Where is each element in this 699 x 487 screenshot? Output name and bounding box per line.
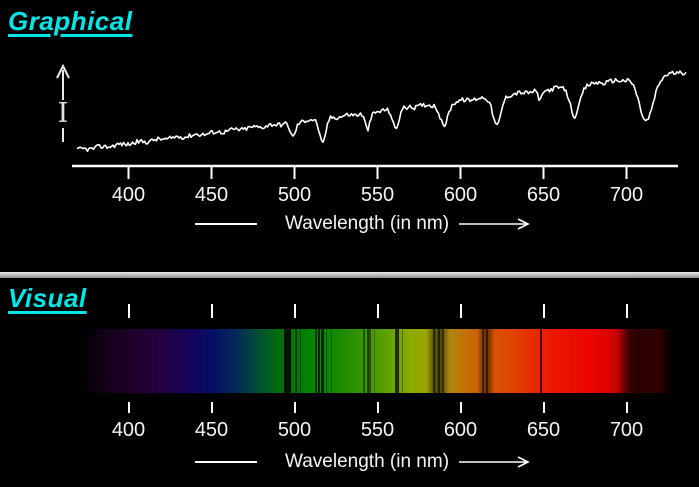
x-axis-tick-label: 550 [360,419,395,441]
wavelength-label: Wavelength (in nm) [285,213,450,234]
spectrum-tick [293,304,296,318]
absorption-line [330,329,332,393]
spectrum-tick [376,402,379,413]
absorption-line [315,329,318,393]
absorption-line [363,329,366,393]
spectrum-tick [542,402,545,413]
absorption-line [366,329,369,393]
wavelength-arrow-icon [459,218,530,230]
x-axis-tick-label: 650 [526,419,561,441]
y-axis-label: I [58,98,69,129]
absorption-line [395,329,400,393]
absorption-line [432,329,435,393]
x-axis-tick-label: 650 [527,184,560,206]
absorption-line [369,329,371,393]
spectrum-tick [542,304,545,318]
spectrum-tick [459,402,462,413]
x-axis-tick-label: 550 [361,184,394,206]
x-axis-tick-label: 500 [277,419,312,441]
spectrum-band [82,329,672,393]
x-axis-tick-label: 600 [444,184,477,206]
wavelength-arrow-icon [459,456,530,468]
spectrum-tick [127,402,130,413]
x-axis-tick-label: 700 [610,184,643,206]
y-axis-arrow-icon [56,63,70,79]
x-axis-tick-label: 450 [194,419,229,441]
absorption-line [318,329,321,393]
graphical-chart: I 400 450 500 550 600 650 700 [56,63,687,206]
spectrum-tick [459,304,462,318]
spectrum-tick [625,304,628,318]
panel-divider [0,272,699,278]
wavelength-label: Wavelength (in nm) [285,451,450,472]
spectrum-tick [625,402,628,413]
graphical-panel-title: Graphical [8,6,133,36]
wavelength-annotation-visual: Wavelength (in nm) [195,450,539,474]
x-axis-tick-label: 600 [443,419,478,441]
x-axis-tick-label: 700 [609,419,644,441]
absorption-line [442,329,445,393]
wavelength-leader-line [195,461,257,463]
absorption-line [481,329,484,393]
absorption-line [540,329,542,393]
absorption-line [437,329,440,393]
absorption-line [321,329,325,393]
spectrum-tick [210,304,213,318]
spectrum-curve [76,70,687,152]
absorption-line [295,329,298,393]
spectrum-tick [127,304,130,318]
x-axis-tick-label: 450 [195,184,228,206]
absorption-line [486,329,489,393]
x-axis-tick-label: 400 [112,184,145,206]
spectrum-tick [210,402,213,413]
wavelength-annotation-graphical: Wavelength (in nm) [195,212,539,236]
absorption-line [299,329,301,393]
absorption-line [618,329,650,393]
visual-panel-title: Visual [8,283,87,313]
absorption-line [326,329,328,393]
absorption-line [401,329,403,393]
absorption-line [283,329,291,393]
x-axis-tick-label: 500 [278,184,311,206]
wavelength-leader-line [195,223,257,225]
spectrum-tick [293,402,296,413]
spectrum-tick [376,304,379,318]
x-axis-tick-label: 400 [111,419,146,441]
absorption-line [373,329,375,393]
